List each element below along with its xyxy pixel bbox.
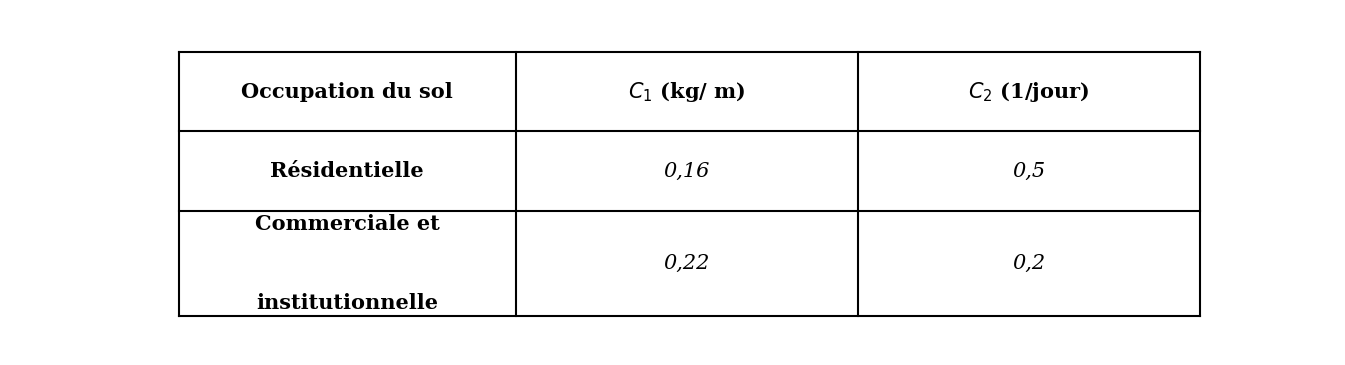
Text: $\mathit{C}_2$ (1/jour): $\mathit{C}_2$ (1/jour) bbox=[968, 80, 1089, 104]
Text: 0,5: 0,5 bbox=[1013, 162, 1045, 181]
Text: Résidentielle: Résidentielle bbox=[270, 161, 424, 181]
Text: $\mathit{C}_1$ (kg/ m): $\mathit{C}_1$ (kg/ m) bbox=[628, 80, 745, 104]
Text: 0,2: 0,2 bbox=[1013, 254, 1045, 273]
Text: Occupation du sol: Occupation du sol bbox=[241, 82, 453, 102]
Text: 0,22: 0,22 bbox=[663, 254, 710, 273]
Text: Commerciale et

institutionnelle: Commerciale et institutionnelle bbox=[254, 214, 440, 313]
Text: 0,16: 0,16 bbox=[663, 162, 710, 181]
